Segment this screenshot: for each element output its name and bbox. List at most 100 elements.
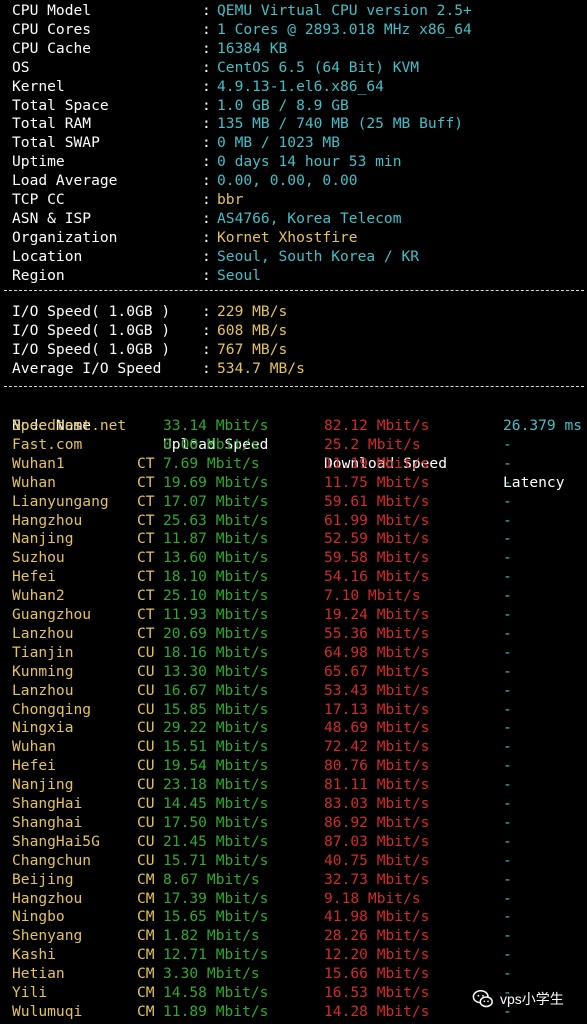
sysinfo-colon: :: [202, 153, 211, 171]
isp-code: CM: [137, 946, 155, 964]
node-name: Yili: [12, 984, 48, 1001]
latency-value: -: [503, 587, 512, 605]
sysinfo-colon: :: [202, 228, 211, 246]
upload-speed: 11.87 Mbit/s: [163, 530, 269, 548]
latency-value: -: [503, 643, 512, 661]
download-speed: 59.58 Mbit/s: [324, 549, 430, 567]
download-speed: 83.03 Mbit/s: [324, 795, 430, 812]
sysinfo-label: CPU Cores: [12, 20, 92, 38]
latency-value: -: [503, 530, 512, 548]
download-speed: 48.69 Mbit/s: [324, 719, 430, 737]
isp-code: CU: [137, 776, 155, 794]
upload-speed: 15.51 Mbit/s: [163, 738, 269, 756]
isp-code: CU: [137, 700, 155, 718]
isp-code: CT: [137, 511, 155, 529]
isp-code: CT: [137, 530, 155, 548]
sysinfo-value: Kornet Xhostfire: [217, 228, 358, 246]
sysinfo-colon: :: [202, 77, 211, 95]
latency-value: -: [503, 832, 512, 850]
sysinfo-value: Seoul: [217, 266, 261, 284]
upload-speed: 18.10 Mbit/s: [163, 568, 269, 586]
download-speed: 53.43 Mbit/s: [324, 681, 430, 699]
watermark-text: vps小学生: [500, 991, 564, 1007]
latency-value: -: [503, 870, 512, 888]
download-speed: 9.18 Mbit/s: [324, 889, 421, 907]
isp-code: CU: [137, 643, 155, 661]
download-speed: 25.2 Mbit/s: [324, 435, 421, 453]
upload-speed: 11.89 Mbit/s: [163, 1002, 269, 1020]
node-name: Hangzhou: [12, 889, 83, 907]
node-name: Ningxia: [12, 719, 74, 737]
download-speed: 59.61 Mbit/s: [324, 492, 430, 510]
watermark: vps小学生: [472, 986, 580, 1012]
sysinfo-label: Location: [12, 247, 83, 265]
latency-value: -: [503, 776, 512, 794]
latency-value: -: [503, 984, 512, 1001]
download-speed: 81.11 Mbit/s: [324, 776, 430, 794]
upload-speed: 15.71 Mbit/s: [163, 851, 269, 869]
sysinfo-label: Total RAM: [12, 115, 92, 133]
sysinfo-label: ASN & ISP: [12, 209, 92, 227]
node-name: Wulumuqi: [12, 1002, 83, 1020]
download-speed: 80.76 Mbit/s: [324, 757, 430, 775]
sysinfo-value: 1.0 GB / 8.9 GB: [217, 96, 349, 114]
isp-code: CT: [137, 473, 155, 491]
latency-value: -: [503, 946, 512, 964]
sysinfo-label: Organization: [12, 228, 118, 246]
node-name: Nanjing: [12, 776, 74, 794]
upload-speed: 15.65 Mbit/s: [163, 908, 269, 926]
upload-speed: 19.54 Mbit/s: [163, 757, 269, 775]
sysinfo-colon: :: [202, 96, 211, 114]
isp-code: CT: [137, 624, 155, 642]
download-speed: 41.98 Mbit/s: [324, 908, 430, 926]
io-label: I/O Speed( 1.0GB ): [12, 321, 171, 339]
latency-value: -: [503, 662, 512, 680]
sysinfo-value: 4.9.13-1.el6.x86_64: [217, 77, 384, 95]
latency-value: -: [503, 719, 512, 737]
node-name: Guangzhou: [12, 606, 92, 623]
isp-code: CM: [137, 927, 155, 945]
io-value: 608 MB/s: [217, 321, 288, 339]
latency-value: 26.379 ms: [503, 417, 583, 434]
latency-value: -: [503, 889, 512, 907]
latency-value: -: [503, 624, 512, 642]
node-name: Shanghai: [12, 813, 83, 831]
node-name: ShangHai5G: [12, 832, 100, 850]
isp-code: CM: [137, 965, 155, 983]
latency-value: -: [503, 473, 512, 491]
download-speed: 72.42 Mbit/s: [324, 738, 430, 756]
separator-line: [4, 290, 584, 291]
node-name: Suzhou: [12, 549, 65, 567]
isp-code: CM: [137, 984, 155, 1001]
sysinfo-value: bbr: [217, 191, 244, 208]
sysinfo-value: 0 MB / 1023 MB: [217, 134, 341, 152]
node-name: Wuhan: [12, 473, 56, 491]
isp-code: CM: [137, 889, 155, 907]
sysinfo-colon: :: [202, 20, 211, 38]
isp-code: CT: [137, 568, 155, 586]
upload-speed: 18.16 Mbit/s: [163, 643, 269, 661]
io-value: 229 MB/s: [217, 303, 288, 320]
io-value: 534.7 MB/s: [217, 359, 305, 377]
isp-code: CU: [137, 757, 155, 775]
node-name: Kashi: [12, 946, 56, 964]
upload-speed: 20.69 Mbit/s: [163, 624, 269, 642]
download-speed: 40.75 Mbit/s: [324, 851, 430, 869]
node-name: Changchun: [12, 851, 92, 869]
header-node-name: Node Name: [12, 417, 92, 434]
node-name: ShangHai: [12, 795, 83, 812]
node-name: Ningbo: [12, 908, 65, 926]
download-speed: 86.92 Mbit/s: [324, 813, 430, 831]
sysinfo-value: AS4766, Korea Telecom: [217, 209, 402, 227]
isp-code: CM: [137, 870, 155, 888]
upload-speed: 7.69 Mbit/s: [163, 454, 260, 472]
io-colon: :: [202, 340, 211, 358]
sysinfo-label: Region: [12, 266, 65, 284]
upload-speed: 8.67 Mbit/s: [163, 870, 260, 888]
sysinfo-colon: :: [202, 172, 211, 190]
upload-speed: 17.50 Mbit/s: [163, 813, 269, 831]
download-speed: 16.53 Mbit/s: [324, 984, 430, 1001]
io-label: I/O Speed( 1.0GB ): [12, 303, 171, 320]
isp-code: CU: [137, 832, 155, 850]
sysinfo-label: CPU Cache: [12, 39, 92, 57]
